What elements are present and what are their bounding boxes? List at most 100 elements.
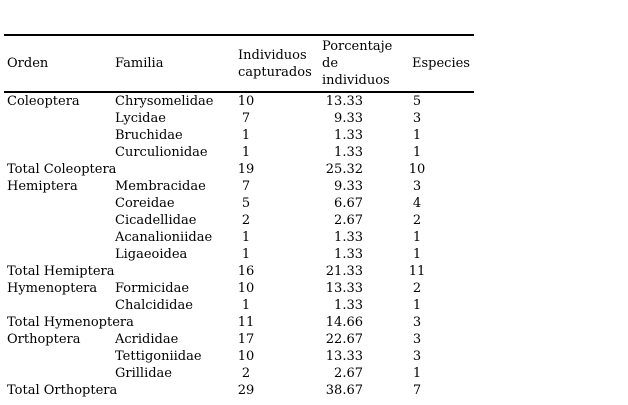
cell-individuos-capturados: 17	[237, 332, 255, 347]
cell-individuos-capturados: 7	[241, 179, 251, 194]
cell-porcentaje-individuos: 1.33	[334, 145, 363, 160]
cell-especies: 1	[412, 366, 422, 381]
insect-capture-table: Orden Familia Individuos capturados Porc…	[4, 34, 474, 399]
cell-individuos-capturados: 2	[241, 366, 251, 381]
cell-orden	[4, 110, 115, 127]
col-header-especies: Especies	[412, 56, 470, 71]
cell-especies: 5	[412, 94, 422, 109]
table-row: Hymenoptera Formicidae 10 13.33 2	[4, 280, 474, 297]
cell-orden	[4, 212, 115, 229]
table-row: Hemiptera Membracidae 7 9.33 3	[4, 178, 474, 195]
cell-especies: 1	[412, 298, 422, 313]
cell-orden	[4, 365, 115, 382]
cell-porcentaje-individuos: 25.32	[325, 162, 363, 177]
table-row: Ligaeoidea 1 1.33 1	[4, 246, 474, 263]
cell-porcentaje-individuos: 2.67	[334, 213, 363, 228]
table-row: Total Coleoptera 19 25.32 10	[4, 161, 474, 178]
cell-porcentaje-individuos: 1.33	[334, 230, 363, 245]
cell-individuos-capturados: 1	[241, 145, 251, 160]
table-row: Acanalioniidae 1 1.33 1	[4, 229, 474, 246]
cell-familia: Lycidae	[115, 111, 166, 126]
cell-familia: Acrididae	[115, 332, 179, 347]
table-body: Coleoptera Chrysomelidae 10 13.33 5 Lyci…	[4, 92, 474, 399]
cell-especies: 4	[412, 196, 422, 211]
cell-familia: Grillidae	[115, 366, 172, 381]
cell-individuos-capturados: 7	[241, 111, 251, 126]
cell-especies: 2	[412, 213, 422, 228]
cell-orden: Total Hemiptera	[7, 264, 115, 279]
cell-orden	[4, 144, 115, 161]
cell-porcentaje-individuos: 13.33	[325, 349, 363, 364]
cell-familia: Curculionidae	[115, 145, 208, 160]
table-row: Cicadellidae 2 2.67 2	[4, 212, 474, 229]
table-row: Total Orthoptera 29 38.67 7	[4, 382, 474, 399]
table-row: Total Hymenoptera 11 14.66 3	[4, 314, 474, 331]
cell-orden: Total Orthoptera	[7, 383, 118, 398]
cell-porcentaje-individuos: 6.67	[334, 196, 363, 211]
table-row: Coreidae 5 6.67 4	[4, 195, 474, 212]
cell-porcentaje-individuos: 38.67	[325, 383, 363, 398]
cell-especies: 1	[412, 145, 422, 160]
cell-orden: Total Coleoptera	[7, 162, 117, 177]
col-header-familia: Familia	[115, 56, 164, 71]
cell-familia: Cicadellidae	[115, 213, 197, 228]
table-row: Tettigoniidae 10 13.33 3	[4, 348, 474, 365]
table-row: Bruchidae 1 1.33 1	[4, 127, 474, 144]
col-header-porcentaje-individuos: Porcentaje de individuos	[322, 39, 393, 88]
cell-familia: Acanalioniidae	[115, 230, 213, 245]
table-row: Coleoptera Chrysomelidae 10 13.33 5	[4, 92, 474, 110]
cell-especies: 3	[412, 179, 422, 194]
cell-orden	[4, 229, 115, 246]
cell-individuos-capturados: 2	[241, 213, 251, 228]
cell-individuos-capturados: 5	[241, 196, 251, 211]
cell-individuos-capturados: 10	[237, 281, 255, 296]
table-row: Grillidae 2 2.67 1	[4, 365, 474, 382]
cell-especies: 11	[408, 264, 426, 279]
col-header-individuos-capturados: Individuos capturados	[238, 47, 312, 80]
cell-individuos-capturados: 29	[237, 383, 255, 398]
cell-familia: Formicidae	[115, 281, 190, 296]
cell-especies: 1	[412, 128, 422, 143]
cell-especies: 3	[412, 349, 422, 364]
cell-porcentaje-individuos: 1.33	[334, 298, 363, 313]
cell-especies: 3	[412, 332, 422, 347]
cell-especies: 1	[412, 247, 422, 262]
cell-familia: Ligaeoidea	[115, 247, 188, 262]
cell-individuos-capturados: 1	[241, 247, 251, 262]
header-row: Orden Familia Individuos capturados Porc…	[4, 35, 474, 92]
cell-familia: Chalcididae	[115, 298, 193, 313]
col-header-orden: Orden	[7, 56, 49, 71]
table-row: Lycidae 7 9.33 3	[4, 110, 474, 127]
cell-porcentaje-individuos: 9.33	[334, 111, 363, 126]
cell-orden	[4, 127, 115, 144]
cell-especies: 1	[412, 230, 422, 245]
cell-orden: Hemiptera	[7, 179, 78, 194]
cell-orden	[4, 195, 115, 212]
cell-porcentaje-individuos: 14.66	[325, 315, 363, 330]
table-header: Orden Familia Individuos capturados Porc…	[4, 35, 474, 92]
cell-individuos-capturados: 1	[241, 128, 251, 143]
cell-individuos-capturados: 19	[237, 162, 255, 177]
cell-orden: Coleoptera	[7, 94, 80, 109]
cell-orden	[4, 297, 115, 314]
table-row: Chalcididae 1 1.33 1	[4, 297, 474, 314]
cell-porcentaje-individuos: 21.33	[325, 264, 363, 279]
cell-porcentaje-individuos: 22.67	[325, 332, 363, 347]
cell-porcentaje-individuos: 1.33	[334, 128, 363, 143]
cell-individuos-capturados: 16	[237, 264, 255, 279]
table-row: Total Hemiptera 16 21.33 11	[4, 263, 474, 280]
cell-familia: Chrysomelidae	[115, 94, 214, 109]
cell-familia: Bruchidae	[115, 128, 183, 143]
cell-familia: Coreidae	[115, 196, 175, 211]
cell-especies: 10	[408, 162, 426, 177]
cell-individuos-capturados: 1	[241, 230, 251, 245]
cell-individuos-capturados: 1	[241, 298, 251, 313]
cell-familia	[115, 161, 209, 178]
cell-individuos-capturados: 10	[237, 349, 255, 364]
cell-familia	[115, 382, 209, 399]
table-row: Orthoptera Acrididae 17 22.67 3	[4, 331, 474, 348]
cell-individuos-capturados: 10	[237, 94, 255, 109]
cell-especies: 2	[412, 281, 422, 296]
cell-familia: Membracidae	[115, 179, 206, 194]
